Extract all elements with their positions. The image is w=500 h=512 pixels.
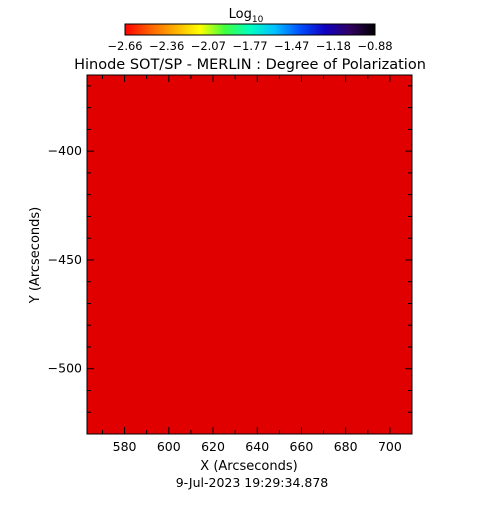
chart-title: Hinode SOT/SP - MERLIN : Degree of Polar… <box>74 57 426 73</box>
colorbar-tick-label: −2.66 <box>107 39 142 53</box>
colorbar-tick-label: −1.47 <box>274 39 309 53</box>
timestamp: 9-Jul-2023 19:29:34.878 <box>176 475 329 490</box>
x-tick-label: 620 <box>201 439 225 454</box>
colorbar-tick-label: −0.88 <box>357 39 392 53</box>
colorbar-label-base: Log <box>229 7 252 22</box>
y-axis: −400 −450 −500 <box>48 85 412 435</box>
colorbar-tick-label: −2.07 <box>191 39 226 53</box>
x-tick-label: 640 <box>245 439 269 454</box>
colorbar-tick-label: −2.36 <box>149 39 184 53</box>
polarization-map <box>87 75 412 434</box>
x-tick-label: 700 <box>378 439 402 454</box>
colorbar <box>124 23 376 36</box>
y-axis-label: Y (Arcseconds) <box>28 207 43 304</box>
colorbar-ticks: −2.66 −2.36 −2.07 −1.77 −1.47 −1.18 −0.88 <box>107 39 392 53</box>
plot-frame <box>86 74 413 435</box>
y-tick-label: −400 <box>48 143 82 158</box>
x-tick-label: 580 <box>113 439 137 454</box>
y-tick-label: −450 <box>48 252 82 267</box>
x-axis-label: X (Arcseconds) <box>200 459 297 474</box>
colorbar-tick-label: −1.77 <box>232 39 267 53</box>
y-tick-label: −500 <box>48 361 82 376</box>
colorbar-tick-label: −1.18 <box>316 39 351 53</box>
x-tick-label: 600 <box>157 439 181 454</box>
x-axis: 580 600 620 640 660 680 700 <box>101 75 413 454</box>
colorbar-label: Log10 <box>229 7 264 25</box>
x-tick-label: 660 <box>290 439 314 454</box>
x-tick-label: 680 <box>334 439 358 454</box>
colorbar-label-sub: 10 <box>252 15 264 25</box>
